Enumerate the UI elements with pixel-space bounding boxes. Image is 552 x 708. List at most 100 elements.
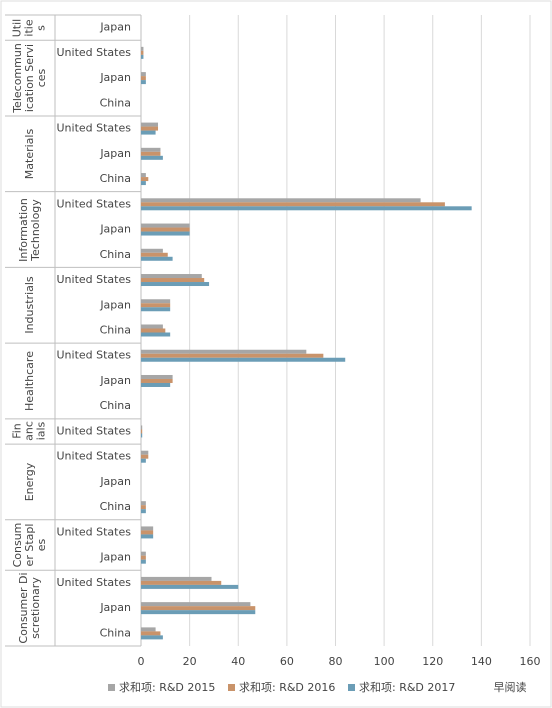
group-label: Consumer Discretionary <box>17 572 42 644</box>
bar <box>141 635 163 640</box>
bar <box>141 349 307 354</box>
y-tick-label: United States <box>57 273 132 286</box>
bar <box>141 576 212 581</box>
bar <box>141 425 143 430</box>
x-tick-label: 80 <box>329 655 343 668</box>
bar <box>141 206 472 211</box>
y-tick-label: United States <box>57 349 132 362</box>
bar <box>141 606 256 611</box>
x-tick-label: 40 <box>231 655 245 668</box>
bar <box>141 332 171 337</box>
y-tick-label: Japan <box>99 601 131 614</box>
bar <box>141 76 146 81</box>
group-label: Industrials <box>23 276 36 334</box>
bar <box>141 282 210 287</box>
bar <box>141 278 205 283</box>
x-tick-label: 140 <box>471 655 492 668</box>
y-tick-label: China <box>100 96 131 109</box>
bar <box>141 374 173 379</box>
bar <box>141 580 222 585</box>
bar <box>141 378 173 383</box>
x-tick-label: 0 <box>138 655 145 668</box>
bar <box>141 458 146 463</box>
bar <box>141 80 146 85</box>
watermark: 早阅读 <box>494 680 527 694</box>
y-tick-label: China <box>100 248 131 261</box>
bar <box>141 505 146 510</box>
bar <box>141 50 144 55</box>
y-tick-label: United States <box>57 46 132 59</box>
x-tick-label: 20 <box>183 655 197 668</box>
bar <box>141 602 251 607</box>
bar <box>141 324 163 329</box>
y-tick-label: Japan <box>99 21 131 34</box>
bar <box>141 454 149 459</box>
bar <box>141 248 163 253</box>
bar <box>141 307 171 312</box>
y-tick-label: Japan <box>99 551 131 564</box>
legend-label: 求和项: R&D 2017 <box>359 681 455 694</box>
bar <box>141 274 202 279</box>
group-label: Healthcare <box>23 350 36 411</box>
y-tick-label: Japan <box>99 475 131 488</box>
bar <box>141 501 146 506</box>
bar <box>141 429 143 434</box>
bar <box>141 328 166 333</box>
bar <box>141 181 146 186</box>
bar <box>141 173 146 178</box>
bar <box>141 151 161 156</box>
bar <box>141 126 159 131</box>
bar <box>141 256 173 261</box>
bar <box>141 299 171 304</box>
bar <box>141 450 149 455</box>
bar <box>141 227 190 232</box>
x-tick-label: 160 <box>520 655 541 668</box>
legend-swatch <box>228 684 235 691</box>
bar <box>141 357 346 362</box>
bar <box>141 46 144 51</box>
group-label: Materials <box>23 128 36 180</box>
bar <box>141 231 190 236</box>
bar <box>141 72 146 77</box>
y-tick-label: Japan <box>99 71 131 84</box>
y-tick-label: United States <box>57 424 132 437</box>
group-label: Utilities <box>10 18 48 37</box>
x-tick-label: 100 <box>374 655 395 668</box>
group-label: Financials <box>10 421 48 442</box>
bar <box>141 303 171 308</box>
y-tick-label: China <box>100 626 131 639</box>
bar <box>141 155 163 160</box>
bar <box>141 54 144 59</box>
y-tick-label: Japan <box>99 374 131 387</box>
x-tick-label: 60 <box>280 655 294 668</box>
y-tick-label: United States <box>57 197 132 210</box>
y-tick-label: Japan <box>99 298 131 311</box>
y-tick-label: China <box>100 172 131 185</box>
bar <box>141 223 190 228</box>
legend-swatch <box>108 684 115 691</box>
y-tick-label: Japan <box>99 147 131 160</box>
bar <box>141 382 171 387</box>
bar <box>141 252 168 257</box>
bar <box>141 559 146 564</box>
y-tick-label: China <box>100 500 131 513</box>
legend-swatch <box>348 684 355 691</box>
bar <box>141 555 146 560</box>
bar <box>141 122 159 127</box>
x-tick-label: 120 <box>422 655 443 668</box>
bar <box>141 627 156 632</box>
bar <box>141 433 143 438</box>
group-label: Information Technology <box>17 197 42 262</box>
group-label: Energy <box>23 462 36 502</box>
bar <box>141 509 146 514</box>
bar <box>141 147 161 152</box>
y-tick-label: United States <box>57 122 132 135</box>
bar <box>141 198 421 203</box>
bar <box>141 551 146 556</box>
legend-label: 求和项: R&D 2015 <box>119 681 215 694</box>
y-tick-label: United States <box>57 576 132 589</box>
bar <box>141 130 156 135</box>
